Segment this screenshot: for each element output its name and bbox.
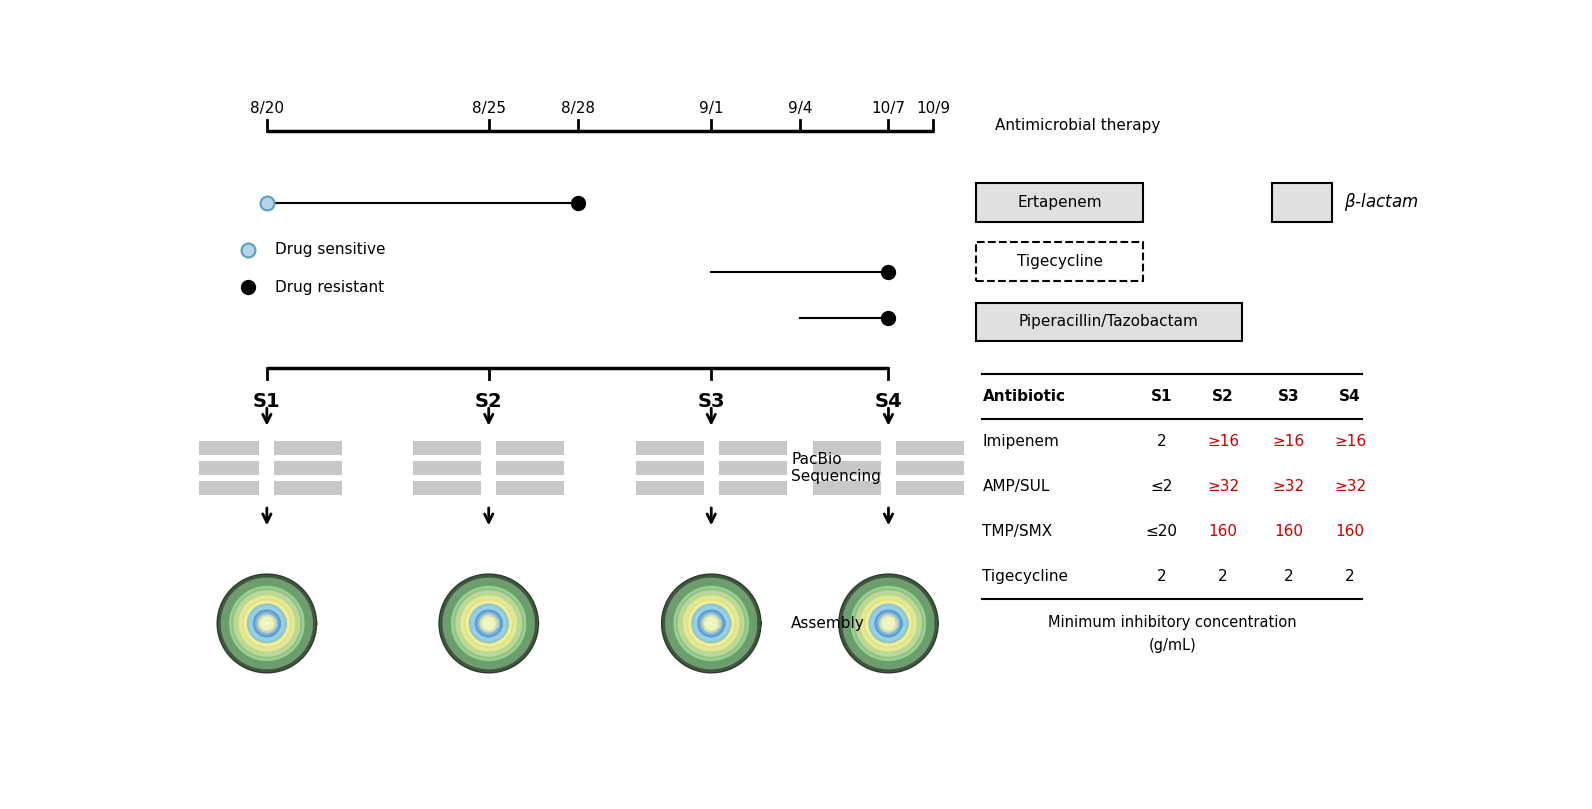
Text: Antimicrobial therapy: Antimicrobial therapy (995, 117, 1161, 133)
Text: 2: 2 (1156, 569, 1167, 583)
FancyBboxPatch shape (191, 461, 259, 475)
Text: 2: 2 (1218, 569, 1227, 583)
FancyBboxPatch shape (191, 441, 259, 455)
Text: (g/mL): (g/mL) (1148, 638, 1196, 654)
FancyBboxPatch shape (414, 461, 481, 475)
Text: S2: S2 (1212, 389, 1234, 404)
Text: ≥32: ≥32 (1334, 479, 1366, 494)
Text: PacBio
Sequencing: PacBio Sequencing (791, 451, 880, 484)
FancyBboxPatch shape (274, 441, 342, 455)
Text: 2: 2 (1345, 569, 1355, 583)
Text: Ertapenem: Ertapenem (1017, 195, 1102, 210)
Text: ≥16: ≥16 (1207, 434, 1239, 449)
Text: ≤20: ≤20 (1145, 523, 1178, 539)
Text: 8/20: 8/20 (250, 101, 283, 116)
Text: Tigecycline: Tigecycline (982, 569, 1068, 583)
Text: ≥16: ≥16 (1334, 434, 1366, 449)
FancyBboxPatch shape (635, 481, 704, 494)
Text: 9/4: 9/4 (788, 101, 812, 116)
FancyBboxPatch shape (497, 481, 564, 494)
Text: Piperacillin/Tazobactam: Piperacillin/Tazobactam (1019, 315, 1199, 329)
FancyBboxPatch shape (274, 461, 342, 475)
FancyBboxPatch shape (976, 183, 1143, 222)
Text: 10/9: 10/9 (915, 101, 950, 116)
FancyBboxPatch shape (497, 461, 564, 475)
Text: S4: S4 (874, 392, 903, 411)
Text: $\beta$-lactam: $\beta$-lactam (1344, 192, 1418, 214)
FancyBboxPatch shape (896, 481, 963, 494)
Text: ≥16: ≥16 (1272, 434, 1304, 449)
FancyBboxPatch shape (718, 461, 786, 475)
FancyBboxPatch shape (191, 481, 259, 494)
FancyBboxPatch shape (896, 441, 963, 455)
Text: S2: S2 (474, 392, 503, 411)
FancyBboxPatch shape (976, 303, 1242, 341)
Text: 2: 2 (1156, 434, 1167, 449)
Text: ≤2: ≤2 (1149, 479, 1173, 494)
FancyBboxPatch shape (814, 441, 880, 455)
Text: 9/1: 9/1 (699, 101, 723, 116)
Text: Drug resistant: Drug resistant (275, 280, 385, 294)
FancyBboxPatch shape (814, 461, 880, 475)
Text: ≥32: ≥32 (1272, 479, 1304, 494)
Text: Tigecycline: Tigecycline (1017, 254, 1103, 269)
Text: Drug sensitive: Drug sensitive (275, 242, 385, 257)
Text: 8/25: 8/25 (471, 101, 506, 116)
Text: Antibiotic: Antibiotic (982, 389, 1065, 404)
FancyBboxPatch shape (1272, 183, 1331, 222)
Text: Imipenem: Imipenem (982, 434, 1059, 449)
FancyBboxPatch shape (635, 461, 704, 475)
Text: Assembly: Assembly (791, 616, 864, 631)
Text: ≥32: ≥32 (1207, 479, 1239, 494)
Text: 10/7: 10/7 (871, 101, 906, 116)
Text: S1: S1 (1151, 389, 1172, 404)
FancyBboxPatch shape (274, 481, 342, 494)
FancyBboxPatch shape (414, 481, 481, 494)
FancyBboxPatch shape (718, 481, 786, 494)
Text: 160: 160 (1208, 523, 1237, 539)
FancyBboxPatch shape (497, 441, 564, 455)
FancyBboxPatch shape (635, 441, 704, 455)
Text: Minimum inhibitory concentration: Minimum inhibitory concentration (1048, 615, 1297, 629)
Text: 160: 160 (1336, 523, 1364, 539)
FancyBboxPatch shape (414, 441, 481, 455)
FancyBboxPatch shape (896, 461, 963, 475)
FancyBboxPatch shape (976, 242, 1143, 281)
Text: S3: S3 (697, 392, 724, 411)
Text: AMP/SUL: AMP/SUL (982, 479, 1049, 494)
Text: S1: S1 (253, 392, 280, 411)
Text: TMP/SMX: TMP/SMX (982, 523, 1052, 539)
Text: 160: 160 (1274, 523, 1302, 539)
Text: S3: S3 (1278, 389, 1299, 404)
Text: S4: S4 (1339, 389, 1361, 404)
FancyBboxPatch shape (814, 481, 880, 494)
Text: 2: 2 (1283, 569, 1293, 583)
FancyBboxPatch shape (718, 441, 786, 455)
Text: 8/28: 8/28 (560, 101, 595, 116)
